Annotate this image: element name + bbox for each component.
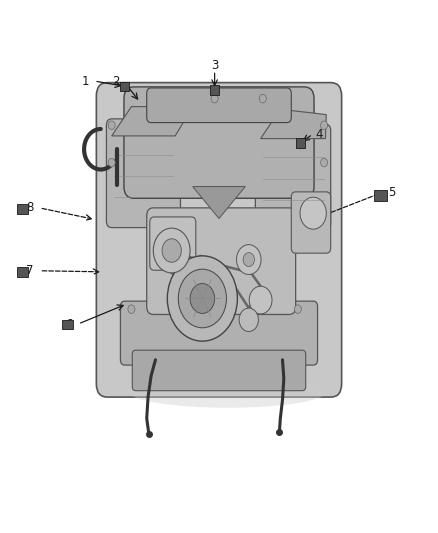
Circle shape: [108, 121, 115, 130]
Polygon shape: [261, 109, 326, 139]
Ellipse shape: [129, 376, 326, 408]
Circle shape: [300, 197, 326, 229]
FancyBboxPatch shape: [255, 124, 331, 230]
Text: 6: 6: [65, 318, 73, 330]
Text: 8: 8: [26, 201, 33, 214]
FancyBboxPatch shape: [210, 85, 219, 95]
Polygon shape: [112, 107, 193, 136]
FancyBboxPatch shape: [106, 119, 180, 228]
Text: 7: 7: [26, 264, 34, 277]
Circle shape: [153, 228, 190, 273]
FancyBboxPatch shape: [120, 301, 318, 365]
FancyBboxPatch shape: [147, 208, 296, 314]
Circle shape: [239, 308, 258, 332]
Circle shape: [259, 94, 266, 103]
Text: 3: 3: [211, 59, 218, 71]
Circle shape: [178, 269, 226, 328]
Circle shape: [249, 286, 272, 314]
Circle shape: [190, 284, 215, 313]
Circle shape: [243, 253, 254, 266]
Circle shape: [128, 305, 135, 313]
FancyBboxPatch shape: [150, 217, 196, 270]
Text: 4: 4: [315, 128, 323, 141]
FancyBboxPatch shape: [147, 88, 291, 123]
FancyBboxPatch shape: [120, 82, 129, 91]
Circle shape: [108, 158, 115, 167]
FancyBboxPatch shape: [374, 190, 387, 201]
Circle shape: [211, 94, 218, 103]
Circle shape: [294, 305, 301, 313]
Polygon shape: [193, 187, 245, 219]
FancyBboxPatch shape: [62, 320, 73, 329]
FancyBboxPatch shape: [296, 138, 305, 148]
FancyBboxPatch shape: [132, 350, 306, 391]
Circle shape: [167, 256, 237, 341]
FancyBboxPatch shape: [96, 83, 342, 397]
Circle shape: [162, 239, 181, 262]
FancyBboxPatch shape: [17, 204, 28, 214]
FancyBboxPatch shape: [124, 87, 314, 198]
Circle shape: [321, 158, 328, 167]
Circle shape: [321, 121, 328, 130]
Text: 2: 2: [112, 75, 120, 87]
FancyBboxPatch shape: [291, 192, 331, 253]
Circle shape: [237, 245, 261, 274]
Text: 5: 5: [389, 187, 396, 199]
Text: 1: 1: [81, 75, 89, 87]
FancyBboxPatch shape: [17, 267, 28, 277]
